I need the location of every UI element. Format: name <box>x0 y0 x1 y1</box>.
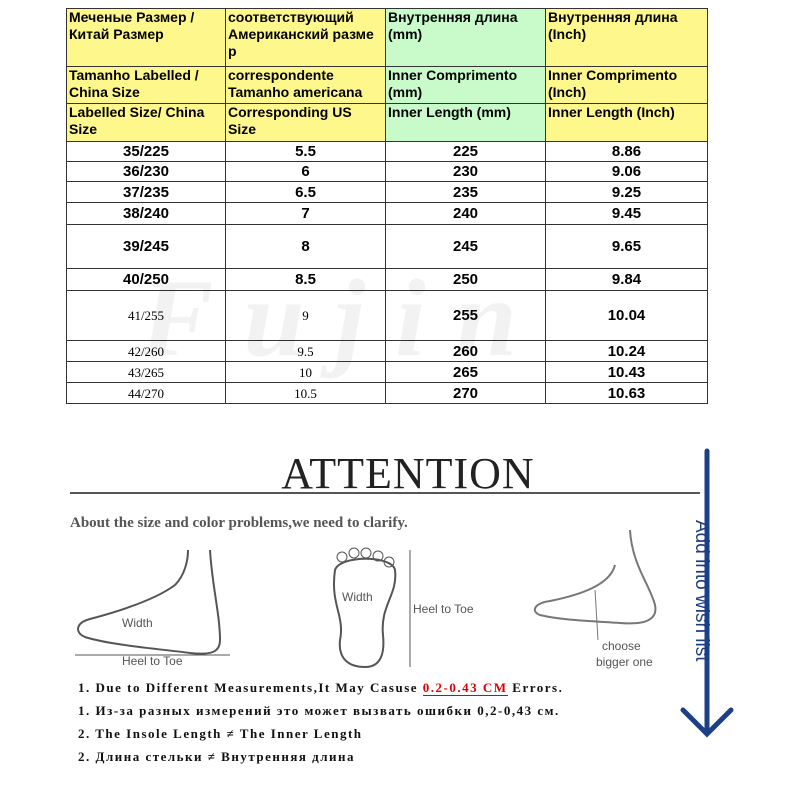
table-cell: 9.84 <box>545 268 708 291</box>
table-row: 35/225 5.5 225 8.86 <box>66 141 708 162</box>
note-1-en: 1. Due to Different Measurements,It May … <box>78 680 564 696</box>
table-cell: 10.04 <box>545 290 708 341</box>
table-cell: 8 <box>225 224 386 269</box>
table-cell: 235 <box>385 181 546 203</box>
bigger-one-label: bigger one <box>596 655 653 669</box>
table-cell: 38/240 <box>66 202 226 225</box>
table-cell: 5.5 <box>225 141 386 162</box>
attention-subtitle: About the size and color problems,we nee… <box>70 515 408 531</box>
heel-to-toe-label: Heel to Toe <box>122 654 183 668</box>
foot-choose-illustration: choose bigger one <box>533 529 657 669</box>
header-row: Tamanho Labelled / China Size corresponde… <box>66 66 708 104</box>
choose-label: choose <box>602 639 641 653</box>
table-cell: 270 <box>385 382 546 404</box>
table-cell: 37/235 <box>66 181 226 203</box>
table-row: 41/255 9 255 10.04 <box>66 290 708 341</box>
table-cell: 245 <box>385 224 546 269</box>
table-cell: 10 <box>225 361 386 383</box>
header-cell: Inner Comprimento (mm) <box>385 66 546 104</box>
width-label: Width <box>122 616 153 630</box>
header-cell: Inner Length (mm) <box>385 103 546 142</box>
table-cell: 255 <box>385 290 546 341</box>
table-cell: 10.63 <box>545 382 708 404</box>
table-cell: 225 <box>385 141 546 162</box>
header-cell: Inner Comprimento (Inch) <box>545 66 708 104</box>
table-cell: 44/270 <box>66 382 226 404</box>
table-cell: 9.25 <box>545 181 708 203</box>
table-cell: 230 <box>385 161 546 182</box>
note-2-en: 2. The Insole Length ≠ The Inner Length <box>78 726 363 741</box>
add-to-wishlist-link[interactable]: Add into wish list <box>691 520 712 662</box>
table-row: 42/260 9.5 260 10.24 <box>66 340 708 362</box>
table-cell: 36/230 <box>66 161 226 182</box>
table-cell: 35/225 <box>66 141 226 162</box>
table-cell: 42/260 <box>66 340 226 362</box>
foot-sole-illustration: Width Heel to Toe <box>333 547 474 669</box>
table-row: 44/270 10.5 270 10.63 <box>66 382 708 404</box>
table-cell: 43/265 <box>66 361 226 383</box>
width-label: Width <box>342 590 373 604</box>
table-cell: 10.24 <box>545 340 708 362</box>
table-cell: 265 <box>385 361 546 383</box>
header-cell: Внутренняя длина (mm) <box>385 8 546 67</box>
table-cell: 9.5 <box>225 340 386 362</box>
table-cell: 6 <box>225 161 386 182</box>
header-cell: Corresponding US Size <box>225 103 386 142</box>
table-cell: 10.43 <box>545 361 708 383</box>
header-cell: correspondente Tamanho americana <box>225 66 386 104</box>
table-row: 40/250 8.5 250 9.84 <box>66 268 708 291</box>
table-cell: 250 <box>385 268 546 291</box>
header-cell: Labelled Size/ China Size <box>66 103 226 142</box>
header-row: Labelled Size/ China Size Corresponding U… <box>66 103 708 142</box>
table-cell: 8.5 <box>225 268 386 291</box>
table-row: 37/235 6.5 235 9.25 <box>66 181 708 203</box>
header-cell: соответствующий Американский разме р <box>225 8 386 67</box>
table-row: 43/265 10 265 10.43 <box>66 361 708 383</box>
table-cell: 260 <box>385 340 546 362</box>
down-arrow-icon <box>680 448 734 738</box>
heel-to-toe-label: Heel to Toe <box>413 602 474 616</box>
divider <box>70 492 700 494</box>
table-cell: 39/245 <box>66 224 226 269</box>
table-cell: 8.86 <box>545 141 708 162</box>
table-cell: 9 <box>225 290 386 341</box>
table-cell: 9.06 <box>545 161 708 182</box>
table-cell: 7 <box>225 202 386 225</box>
header-cell: Внутренняя длина (Inch) <box>545 8 708 67</box>
table-cell: 6.5 <box>225 181 386 203</box>
header-cell: Tamanho Labelled / China Size <box>66 66 226 104</box>
table-cell: 10.5 <box>225 382 386 404</box>
table-row: 38/240 7 240 9.45 <box>66 202 708 225</box>
table-cell: 240 <box>385 202 546 225</box>
size-chart-table: Меченые Размер / Китай Размер соответству… <box>66 8 708 404</box>
table-row: 39/245 8 245 9.65 <box>66 224 708 269</box>
table-cell: 41/255 <box>66 290 226 341</box>
header-cell: Меченые Размер / Китай Размер <box>66 8 226 67</box>
table-cell: 40/250 <box>66 268 226 291</box>
foot-side-illustration: Width Heel to Toe <box>75 549 230 668</box>
header-cell: Inner Length (Inch) <box>545 103 708 142</box>
table-cell: 9.45 <box>545 202 708 225</box>
header-row: Меченые Размер / Китай Размер соответству… <box>66 8 708 67</box>
table-row: 36/230 6 230 9.06 <box>66 161 708 182</box>
note-1-ru: 1. Из-за разных измерений это может вызв… <box>78 703 560 718</box>
table-cell: 9.65 <box>545 224 708 269</box>
attention-title: ATTENTION <box>281 449 535 498</box>
note-2-ru: 2. Длина стельки ≠ Внутренняя длина <box>78 749 356 764</box>
